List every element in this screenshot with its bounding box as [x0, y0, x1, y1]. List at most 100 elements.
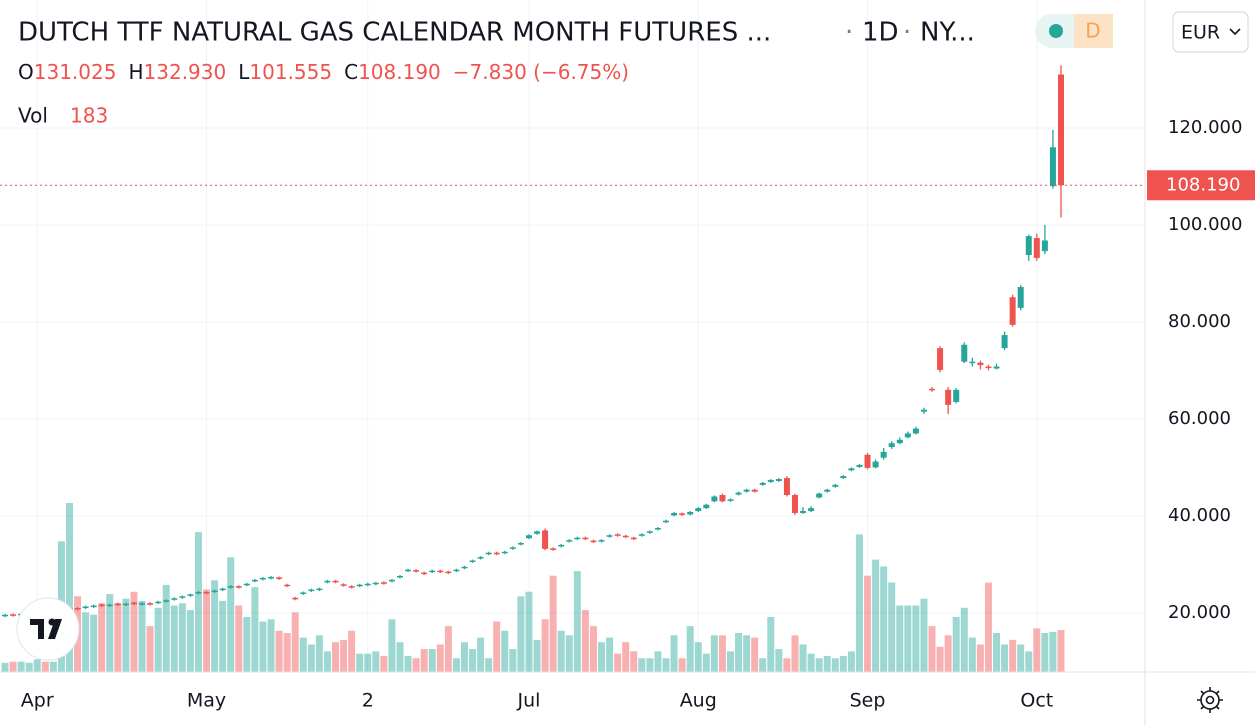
candle-body: [332, 580, 339, 583]
volume-bar: [614, 653, 622, 672]
candle-body: [396, 576, 403, 578]
volume-bar: [1, 662, 9, 672]
volume-bar: [98, 603, 106, 672]
volume-bar: [694, 642, 702, 672]
candle-body: [106, 604, 113, 607]
volume-bar: [872, 559, 880, 672]
candle-body: [558, 544, 565, 547]
currency-button[interactable]: [1172, 11, 1249, 53]
volume-bar: [146, 626, 154, 672]
volume-bar: [589, 626, 597, 672]
dropdown-arrow: [1229, 28, 1241, 36]
volume-bar: [767, 616, 775, 672]
candle-body: [638, 534, 645, 536]
volume-bar: [984, 582, 992, 672]
candle-body: [856, 464, 863, 467]
timeframe-badge[interactable]: D: [1085, 19, 1100, 43]
volume-bar: [678, 658, 686, 672]
volume-bar: [493, 621, 501, 672]
volume-bar: [920, 598, 928, 672]
volume-bar: [823, 655, 831, 672]
candle-body: [356, 584, 363, 587]
volume-bar: [41, 661, 49, 672]
volume-bar: [654, 651, 662, 672]
volume-bar: [219, 600, 227, 672]
x-tick-label: Apr: [21, 690, 54, 712]
volume-bar: [864, 575, 872, 672]
candle-body: [10, 614, 17, 616]
candle-body: [808, 508, 815, 512]
candle-body: [961, 344, 968, 362]
candle-body: [945, 389, 952, 405]
candle-body: [896, 439, 903, 444]
candle-body: [606, 535, 613, 537]
candle-body: [259, 577, 266, 580]
volume-bar: [259, 621, 267, 672]
volume-bar: [404, 655, 412, 672]
volume-bar: [686, 626, 694, 672]
volume-bar: [952, 616, 960, 672]
x-tick-label: Oct: [1020, 690, 1053, 712]
candle-body: [421, 572, 428, 575]
volume-bar: [412, 658, 420, 672]
volume-bar: [815, 658, 823, 672]
candle-body: [735, 492, 742, 495]
volume-bar: [509, 649, 517, 672]
y-tick-label: 120.000: [1168, 117, 1242, 138]
volume-bar: [436, 644, 444, 672]
candle-body: [292, 597, 299, 600]
candle-body: [751, 489, 758, 492]
volume-bar: [880, 566, 888, 672]
candle-body: [2, 614, 8, 617]
candle-body: [243, 583, 250, 586]
volume-bar: [380, 655, 388, 672]
candle-body: [929, 388, 936, 391]
candle-body: [679, 513, 686, 515]
candle-body: [308, 589, 315, 592]
volume-bar: [976, 644, 984, 672]
candle-body: [122, 603, 129, 606]
candle-body: [783, 478, 790, 496]
volume-bar: [444, 626, 452, 672]
settings-icon[interactable]: [1197, 687, 1223, 713]
x-tick-label: Sep: [850, 690, 886, 712]
candle-body: [300, 592, 307, 594]
volume-bar: [1017, 644, 1025, 672]
volume-bar: [839, 655, 847, 672]
y-tick-label: 60.000: [1168, 408, 1231, 429]
candle-body: [211, 590, 218, 593]
candle-body: [775, 479, 782, 481]
candle-body: [880, 451, 887, 458]
candle-body: [566, 540, 573, 542]
volume-bar: [541, 619, 549, 672]
volume-bar: [372, 651, 380, 672]
candle-body: [139, 603, 146, 605]
candle-body: [985, 366, 992, 369]
volume-bar: [477, 637, 485, 672]
volume-bar: [428, 649, 436, 672]
candle-body: [284, 584, 291, 587]
candle-body: [1058, 74, 1064, 186]
candle-body: [840, 476, 847, 479]
candle-body: [90, 605, 97, 608]
currency[interactable]: EUR: [1181, 22, 1220, 44]
candle-body: [74, 608, 81, 610]
status-dot: [1049, 24, 1063, 38]
candle-body: [759, 482, 766, 485]
volume-bar: [1001, 644, 1009, 672]
candle-body: [324, 580, 331, 583]
candle-body: [663, 520, 670, 523]
candle-body: [977, 362, 984, 366]
candle-body: [534, 531, 541, 534]
candle-body: [340, 584, 347, 586]
volume-bar: [775, 649, 783, 672]
candle-body: [372, 582, 379, 585]
x-tick-label: May: [187, 690, 226, 712]
interval[interactable]: 1D: [862, 18, 899, 48]
logo[interactable]: [16, 597, 80, 661]
candle-body: [1033, 238, 1040, 258]
volume-bar: [936, 646, 944, 672]
volume-bar: [799, 644, 807, 672]
volume-bar: [968, 637, 976, 672]
